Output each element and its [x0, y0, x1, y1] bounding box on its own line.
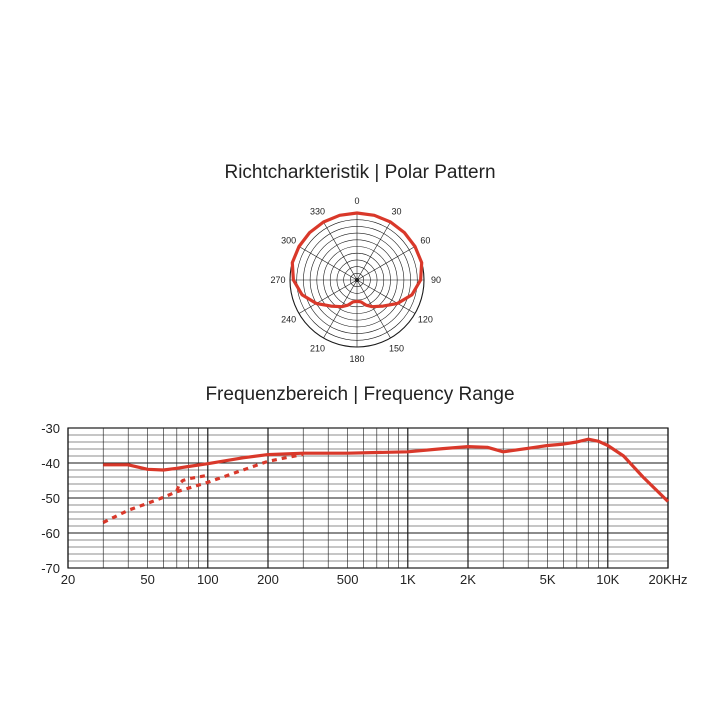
polar-angle-label: 0 — [354, 196, 359, 206]
polar-spoke — [356, 221, 391, 281]
frequency-curve-dashed — [102, 452, 304, 524]
frequency-x-tick-label: 5K — [540, 572, 556, 587]
polar-spoke — [298, 279, 358, 314]
frequency-plot-frame — [67, 427, 669, 569]
frequency-chart-title: Frequenzbereich | Frequency Range — [205, 384, 515, 405]
polar-spoke — [323, 221, 358, 281]
polar-angle-label: 330 — [310, 207, 325, 217]
frequency-y-tick-labels: -30 -40 -50 -60 -70 — [41, 421, 60, 576]
polar-grid — [289, 212, 425, 348]
polar-angle-label: 120 — [418, 315, 433, 325]
frequency-curve-dashed — [175, 473, 209, 492]
polar-spoke — [323, 279, 358, 339]
polar-pattern-curve — [290, 211, 424, 309]
frequency-x-tick-label: 500 — [337, 572, 359, 587]
polar-angle-label: 270 — [270, 275, 285, 285]
frequency-x-tick-label: 10K — [596, 572, 619, 587]
frequency-x-tick-labels: 20 50 100 200 500 1K 2K 5K 10K 20KHz — [61, 572, 688, 587]
frequency-y-tick-label: -40 — [41, 456, 60, 471]
frequency-curve — [103, 437, 670, 503]
frequency-x-tick-label: 20KHz — [648, 572, 687, 587]
polar-spoke — [356, 279, 391, 339]
polar-angle-label: 240 — [281, 315, 296, 325]
polar-spoke — [356, 279, 416, 314]
polar-angle-label: 300 — [281, 236, 296, 246]
frequency-x-tick-label: 2K — [460, 572, 476, 587]
polar-angle-label: 210 — [310, 343, 325, 353]
frequency-series — [102, 437, 670, 524]
frequency-grid — [67, 427, 669, 569]
polar-spoke — [356, 246, 416, 281]
polar-center-dot — [355, 278, 359, 282]
frequency-y-tick-label: -50 — [41, 491, 60, 506]
polar-angle-label: 180 — [349, 354, 364, 364]
frequency-x-tick-label: 50 — [140, 572, 154, 587]
polar-angle-label: 60 — [420, 236, 430, 246]
frequency-x-tick-label: 20 — [61, 572, 75, 587]
frequency-y-tick-label: -30 — [41, 421, 60, 436]
polar-angle-label: 30 — [391, 207, 401, 217]
polar-spoke — [298, 246, 358, 281]
polar-angle-labels: 0 30 60 90 120 150 180 210 240 270 300 330 — [270, 196, 441, 364]
polar-angle-label: 90 — [431, 275, 441, 285]
polar-series — [290, 211, 424, 309]
frequency-x-tick-label: 200 — [257, 572, 279, 587]
frequency-x-tick-label: 100 — [197, 572, 219, 587]
frequency-y-tick-label: -60 — [41, 526, 60, 541]
polar-angle-label: 150 — [389, 343, 404, 353]
polar-chart-title: Richtcharkteristik | Polar Pattern — [224, 162, 496, 183]
frequency-x-tick-label: 1K — [400, 572, 416, 587]
frequency-y-tick-label: -70 — [41, 561, 60, 576]
